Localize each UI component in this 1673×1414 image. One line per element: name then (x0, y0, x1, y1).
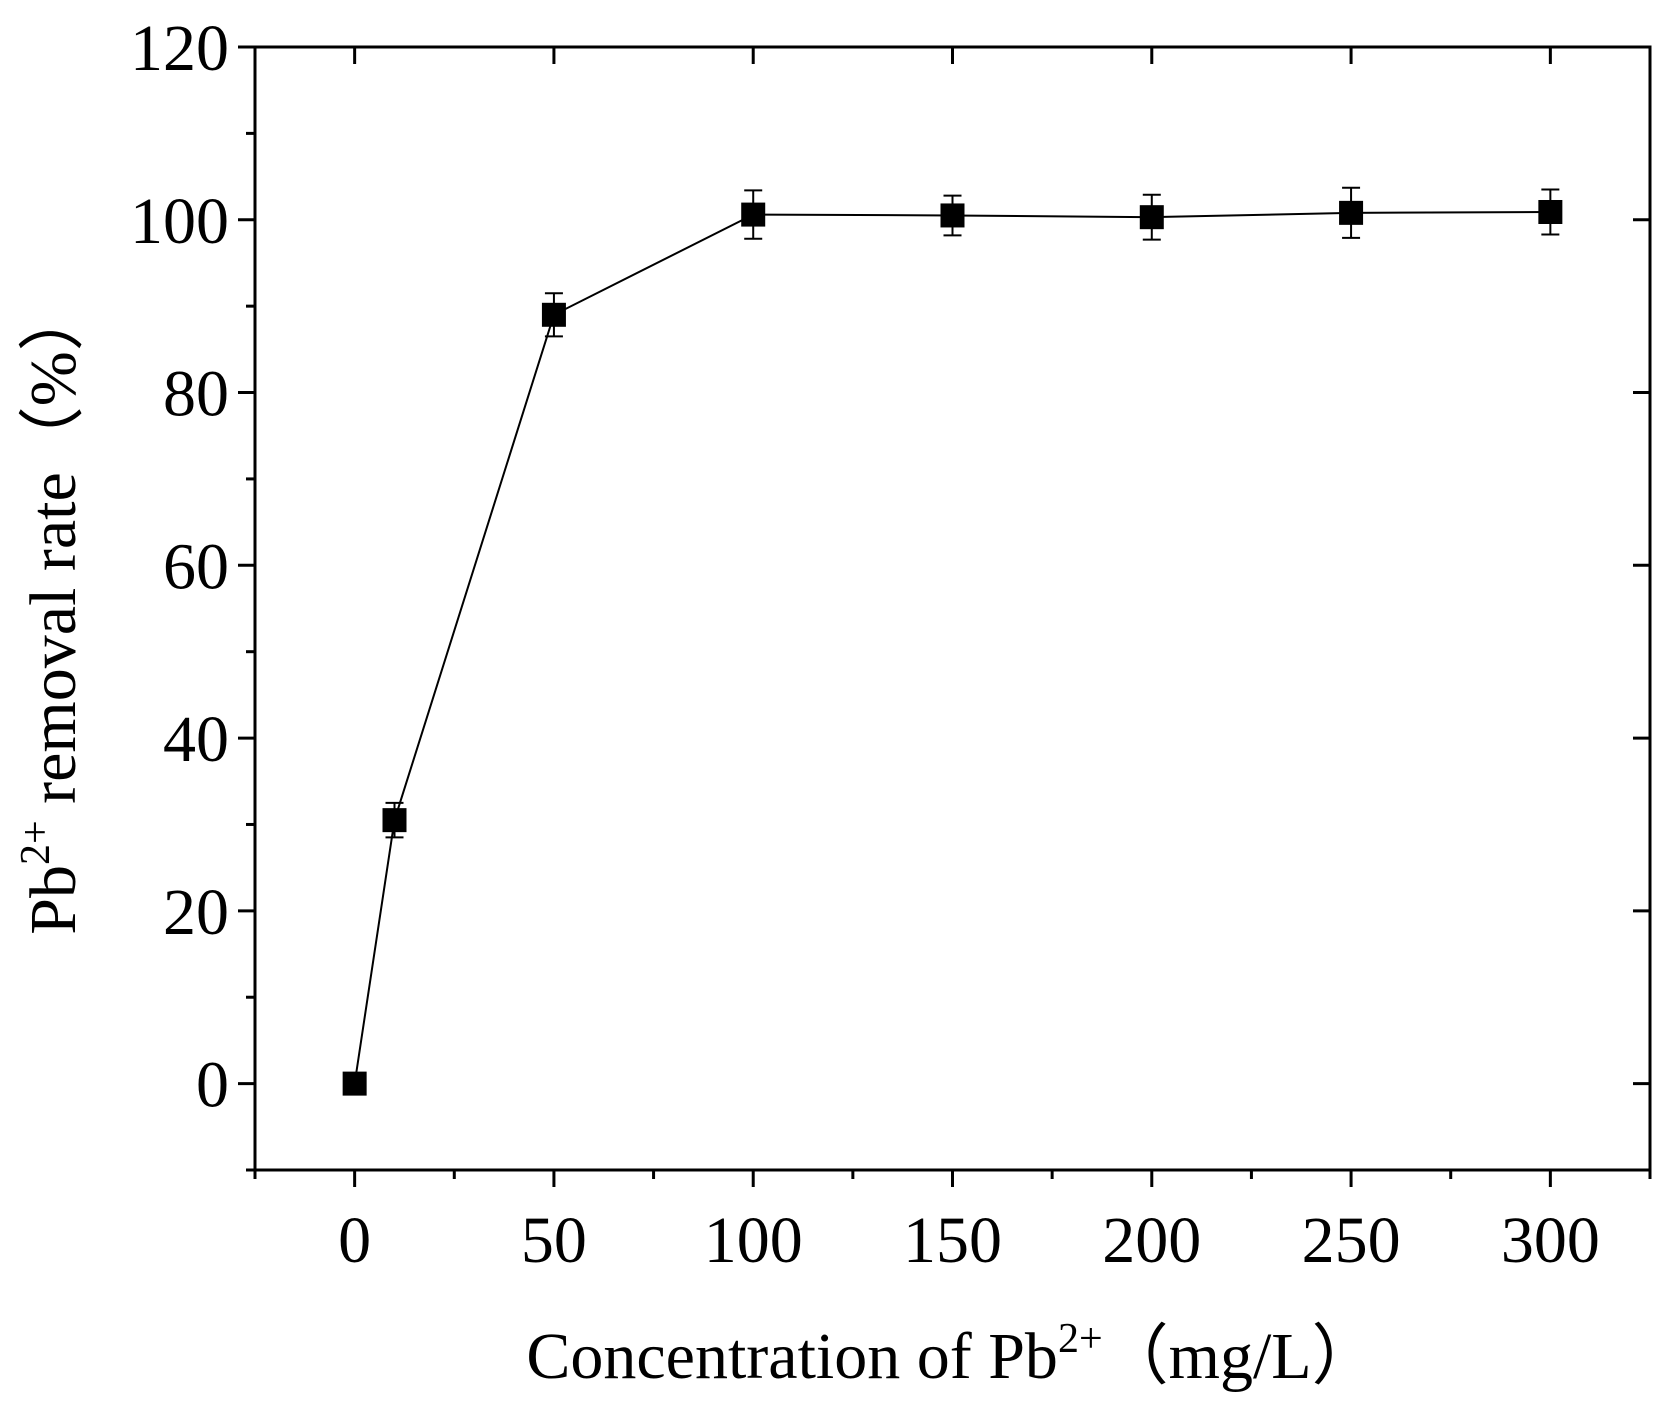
data-point (541, 302, 566, 327)
y-tick-label: 0 (196, 1049, 229, 1122)
x-tick-label: 0 (338, 1204, 371, 1277)
data-point (342, 1071, 367, 1096)
x-axis-title-superscript: 2+ (1058, 1316, 1103, 1362)
y-tick-label: 80 (163, 358, 229, 431)
x-axis-title-suffix: （mg/L） (1103, 1320, 1378, 1393)
x-tick-label: 50 (521, 1204, 587, 1277)
data-point (741, 202, 766, 227)
data-point (1339, 200, 1364, 225)
y-axis-title-prefix: Pb (17, 865, 90, 935)
y-tick-label: 100 (130, 185, 229, 258)
x-tick-label: 300 (1501, 1204, 1600, 1277)
series-line (353, 210, 1551, 1084)
y-axis-title: Pb2+ removal rate（%） (13, 285, 90, 935)
tick-labels: 0 50 100 150 200 250 300 0 20 40 60 80 100 120 (130, 12, 1600, 1277)
series-layer (342, 186, 1563, 1096)
data-point (1139, 205, 1164, 230)
x-tick-label: 250 (1302, 1204, 1401, 1277)
y-axis-title-suffix: removal rate（%） (17, 285, 90, 820)
data-point (940, 203, 965, 228)
x-tick-label: 100 (704, 1204, 803, 1277)
x-axis-title-prefix: Concentration of Pb (526, 1320, 1058, 1393)
x-tick-label: 150 (903, 1204, 1002, 1277)
axis-ticks (238, 45, 1652, 1187)
data-point (1538, 199, 1563, 224)
y-tick-label: 60 (163, 530, 229, 603)
data-point (382, 808, 407, 833)
x-tick-label: 200 (1102, 1204, 1201, 1277)
y-axis-title-superscript: 2+ (13, 820, 59, 865)
y-tick-label: 120 (130, 12, 229, 85)
y-tick-label: 40 (163, 703, 229, 776)
x-axis-title: Concentration of Pb2+（mg/L） (526, 1316, 1377, 1393)
y-tick-label: 20 (163, 876, 229, 949)
